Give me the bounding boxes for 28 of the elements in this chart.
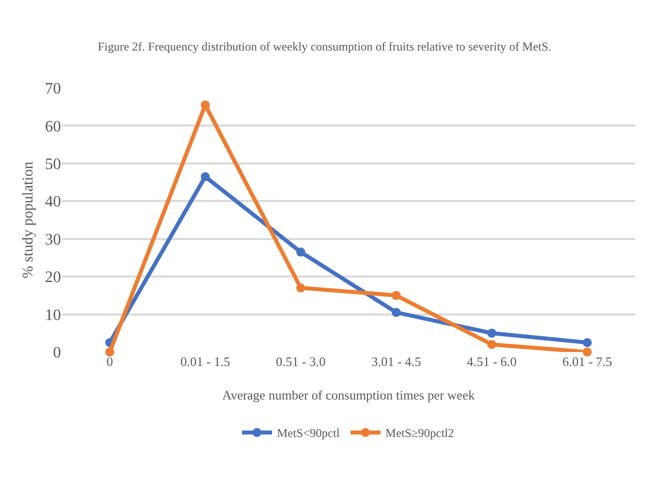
point	[296, 248, 306, 257]
y-tick-label: 10	[45, 306, 61, 324]
y-tick-label: 30	[45, 231, 61, 248]
x-tick-label: 4.51 - 6.0	[466, 354, 517, 369]
point	[392, 290, 401, 300]
point	[105, 348, 114, 356]
x-tick-label: 0	[106, 354, 113, 369]
x-tick-label: 0.51 - 3.0	[276, 354, 326, 369]
y-axis-title: % study population	[20, 161, 36, 278]
x-tick-label: 6.01 - 7.5	[562, 354, 612, 369]
point	[392, 308, 401, 317]
point	[582, 338, 592, 348]
x-axis-title: Average number of consumption times per week	[222, 388, 476, 403]
x-tick-label: 3.01 - 4.5	[371, 354, 422, 369]
legend-label: MetS≥90pctl2	[385, 426, 454, 440]
y-tick-label: 50	[45, 156, 61, 174]
point	[296, 283, 306, 292]
point	[487, 328, 496, 338]
y-tick-label: 20	[45, 269, 61, 286]
y-tick-label: 40	[45, 194, 61, 211]
y-tick-label: 70	[45, 80, 61, 98]
chart-title: Figure 2f. Frequency distribution of weekly consumption of fruits relative to severity of MetS.	[98, 40, 552, 54]
legend-label: MetS<90pctl	[277, 426, 340, 440]
point	[487, 340, 496, 349]
point	[200, 172, 210, 182]
y-tick-label: 60	[45, 118, 61, 136]
point	[582, 348, 592, 356]
x-tick-label: 0.01 - 1.5	[180, 354, 230, 369]
